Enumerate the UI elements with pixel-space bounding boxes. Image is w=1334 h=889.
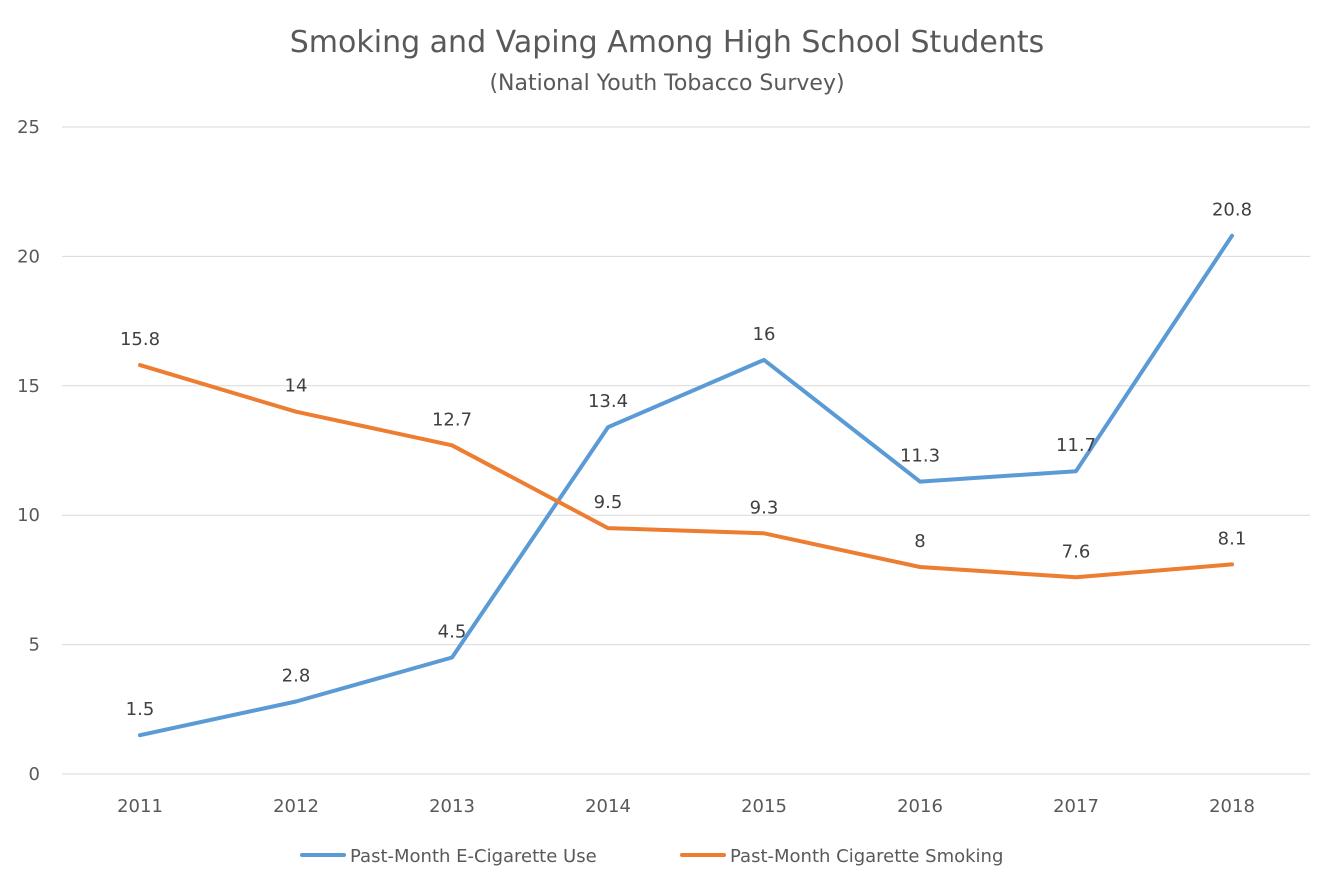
- x-tick-label: 2018: [1209, 796, 1255, 817]
- x-tick-label: 2014: [585, 796, 631, 817]
- legend-label: Past-Month E-Cigarette Use: [350, 846, 597, 867]
- data-label: 14: [285, 376, 308, 397]
- data-label: 8: [914, 531, 925, 552]
- series-line-2: [138, 363, 1234, 580]
- series-line-1: [138, 233, 1234, 738]
- x-tick-label: 2012: [273, 796, 319, 817]
- data-label: 12.7: [432, 409, 472, 430]
- y-tick-label: 20: [17, 246, 40, 267]
- y-tick-label: 15: [17, 376, 40, 397]
- y-tick-label: 0: [29, 764, 40, 785]
- y-axis: 0 5 10 15 20 25: [17, 117, 40, 785]
- x-tick-label: 2011: [117, 796, 163, 817]
- data-label: 7.6: [1062, 541, 1091, 562]
- data-label: 15.8: [120, 329, 160, 350]
- data-label: 11.7: [1056, 435, 1096, 456]
- data-label: 4.5: [438, 622, 467, 643]
- series-lines: [138, 233, 1234, 738]
- y-tick-label: 10: [17, 505, 40, 526]
- data-label: 2.8: [282, 666, 311, 687]
- data-label: 9.5: [594, 492, 623, 513]
- x-tick-label: 2016: [897, 796, 943, 817]
- x-tick-label: 2015: [741, 796, 787, 817]
- data-label: 13.4: [588, 391, 628, 412]
- y-tick-label: 25: [17, 117, 40, 138]
- y-tick-label: 5: [29, 635, 40, 656]
- x-axis: 2011 2012 2013 2014 2015 2016 2017 2018: [117, 796, 1255, 817]
- x-tick-label: 2017: [1053, 796, 1099, 817]
- data-labels: 1.5 2.8 4.5 13.4 16 11.3 11.7 20.8 15.8 14 12.7 9.5…: [120, 200, 1252, 720]
- data-label: 1.5: [126, 699, 155, 720]
- data-label: 9.3: [750, 497, 779, 518]
- chart-title: Smoking and Vaping Among High School Stu…: [290, 25, 1044, 60]
- legend: Past-Month E-Cigarette Use Past-Month Cig…: [300, 846, 1003, 867]
- data-label: 8.1: [1218, 528, 1247, 549]
- chart-subtitle: (National Youth Tobacco Survey): [489, 71, 844, 96]
- data-label: 20.8: [1212, 200, 1252, 221]
- x-tick-label: 2013: [429, 796, 475, 817]
- legend-label: Past-Month Cigarette Smoking: [730, 846, 1003, 867]
- data-label: 11.3: [900, 446, 940, 467]
- data-label: 16: [753, 324, 776, 345]
- gridlines: [62, 126, 1310, 775]
